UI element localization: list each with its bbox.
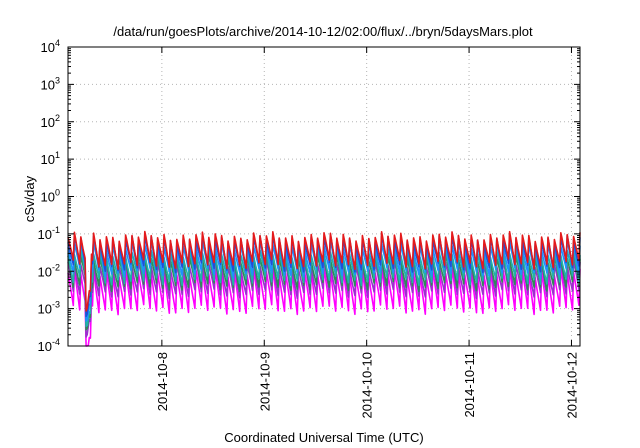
x-tick-labels: 2014-10-8 2014-10-9 2014-10-10 2014-10-11 20… xyxy=(155,352,580,419)
x-axis-label: Coordinated Universal Time (UTC) xyxy=(224,430,423,445)
y-tick-label: 10-1 xyxy=(38,225,60,242)
y-tick-label: 10-2 xyxy=(38,262,60,279)
series-line xyxy=(67,230,581,312)
grid xyxy=(68,47,580,346)
y-tick-label: 100 xyxy=(41,188,60,205)
y-tick-labels: 10-4 10-3 10-2 10-1 100 101 102 103 104 xyxy=(38,38,60,354)
y-axis-label: cSv/day xyxy=(22,175,37,222)
x-tick-label: 2014-10-12 xyxy=(564,352,579,419)
x-tick-label: 2014-10-10 xyxy=(360,352,375,419)
x-tick-label: 2014-10-11 xyxy=(462,352,477,418)
y-tick-label: 101 xyxy=(41,150,60,167)
y-tick-label: 10-3 xyxy=(38,300,60,317)
y-tick-label: 10-4 xyxy=(38,337,60,354)
y-tick-label: 104 xyxy=(41,38,60,55)
x-tick-label: 2014-10-8 xyxy=(155,352,170,411)
plot-area xyxy=(67,230,581,347)
axis-ticks xyxy=(68,46,580,347)
x-tick-label: 2014-10-9 xyxy=(257,352,272,411)
y-tick-label: 103 xyxy=(41,75,60,92)
y-tick-label: 102 xyxy=(41,113,60,130)
chart-title: /data/run/goesPlots/archive/2014-10-12/0… xyxy=(113,24,533,39)
